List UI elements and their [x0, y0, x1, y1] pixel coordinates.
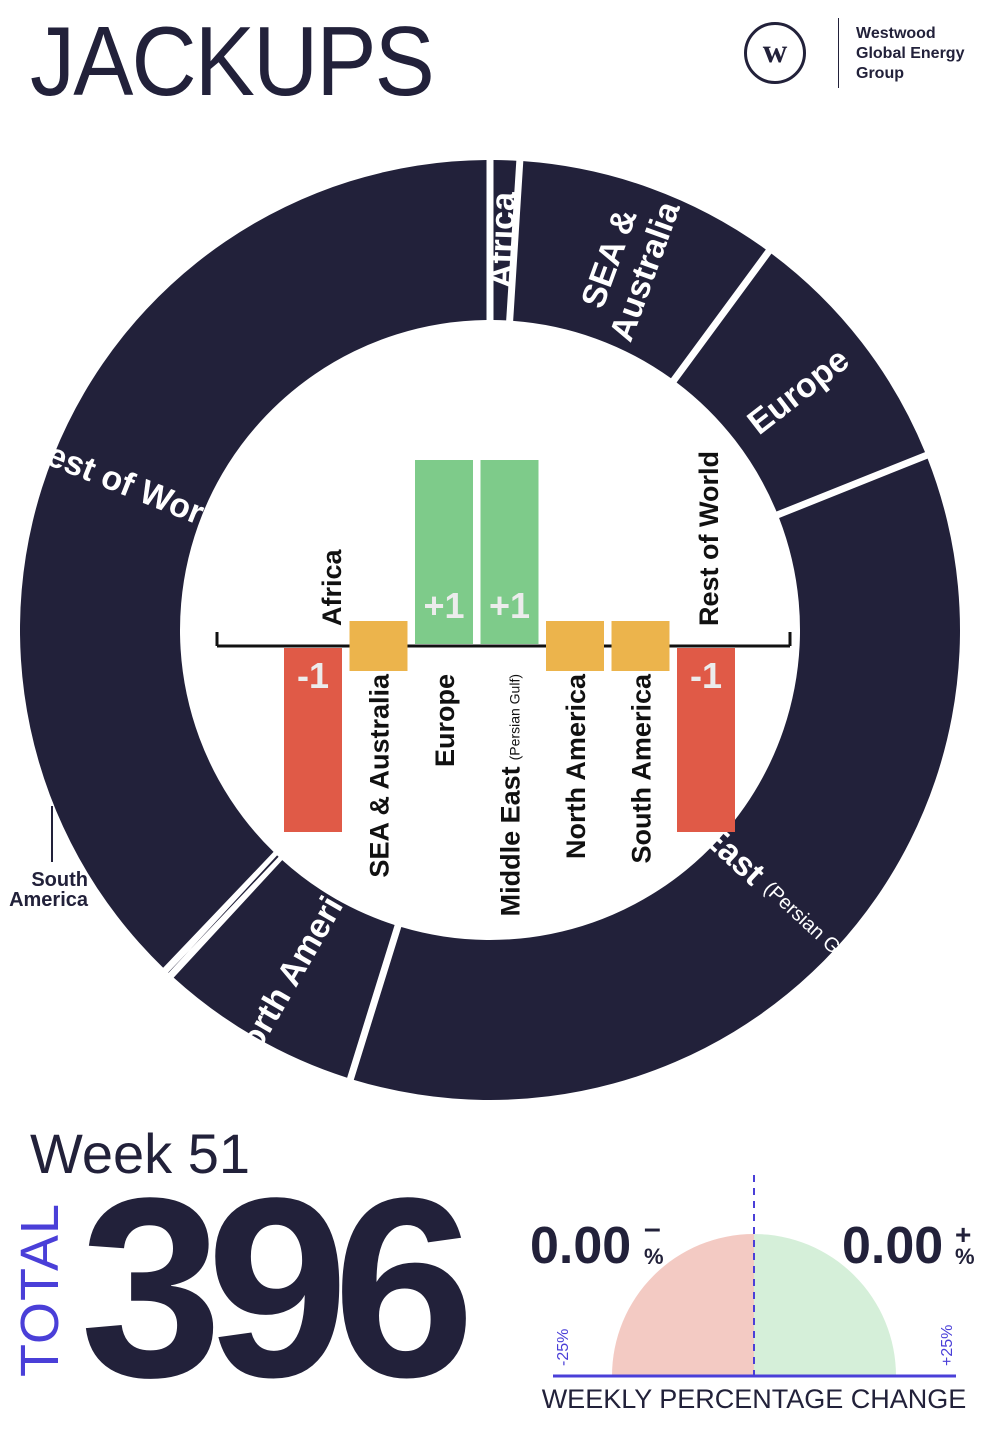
bar-sea-and-australia: [349, 621, 408, 671]
page-title: JACKUPS: [30, 6, 435, 116]
bar-category-africa: Africa: [317, 548, 347, 626]
donut-slice-rest-of-world: [20, 160, 487, 968]
donut-slice-sea-and-australia: [513, 161, 766, 379]
bar-category-sea-and-australia: SEA & Australia: [365, 673, 395, 878]
donut-slice-europe: [676, 253, 926, 512]
bar-rest-of-world: [677, 648, 735, 832]
bar-value-label-middle-east: +1: [489, 585, 530, 626]
south-america-outside-label-1: South: [31, 869, 88, 891]
bar-africa: [284, 648, 342, 832]
total-label: TOTAL: [10, 1202, 70, 1378]
gauge-title: WEEKLY PERCENTAGE CHANGE: [542, 1384, 967, 1414]
gauge-increase-sign: +: [955, 1219, 971, 1250]
bar-value-label-rest-of-world: -1: [690, 655, 722, 696]
south-america-outside-label-2: America: [9, 889, 89, 911]
donut-slice-north-america: [173, 860, 395, 1078]
bar-category-rest-of-world: Rest of World: [694, 451, 724, 626]
donut-slice-south-america: [168, 855, 279, 973]
gauge-decrease-sign: –: [644, 1212, 661, 1245]
bar-south-america: [611, 621, 670, 671]
gauge-increase-percent: %: [955, 1244, 975, 1269]
bar-category-middle-east: Middle East(Persian Gulf): [496, 674, 526, 916]
bar-value-label-europe: +1: [423, 585, 464, 626]
total-value: 396: [80, 1145, 475, 1431]
gauge-max-label: +25%: [939, 1325, 956, 1366]
bar-category-europe: Europe: [430, 674, 460, 767]
logo-text: Westwood Global Energy Group: [856, 24, 964, 84]
gauge-min-label: -25%: [555, 1329, 572, 1366]
gauge-positive-half: [754, 1234, 896, 1376]
week-label: Week 51: [30, 1122, 250, 1185]
logo-circle-icon: [744, 22, 806, 84]
bar-middle-east: [480, 460, 539, 644]
bar-europe: [415, 460, 473, 644]
donut-label-africa: Africa: [482, 190, 523, 289]
gauge-increase-value: 0.00: [842, 1217, 943, 1275]
logo-divider: [838, 18, 839, 88]
logo-mark: w: [762, 33, 788, 70]
bar-north-america: [546, 621, 604, 671]
logo-line-1: Westwood: [856, 25, 936, 42]
bar-category-north-america: North America: [561, 673, 591, 859]
westwood-logo: w Westwood Global Energy Group: [744, 18, 994, 88]
gauge-decrease-percent: %: [644, 1244, 664, 1269]
gauge-decrease-value: 0.00: [530, 1217, 631, 1275]
logo-line-3: Group: [856, 65, 904, 82]
gauge-negative-half: [612, 1234, 754, 1376]
bar-category-south-america: South America: [627, 673, 657, 864]
donut-slice-middle-east: [353, 458, 961, 1100]
donut-slice-africa: [493, 160, 517, 321]
logo-line-2: Global Energy: [856, 45, 965, 62]
bar-value-label-africa: -1: [297, 655, 329, 696]
